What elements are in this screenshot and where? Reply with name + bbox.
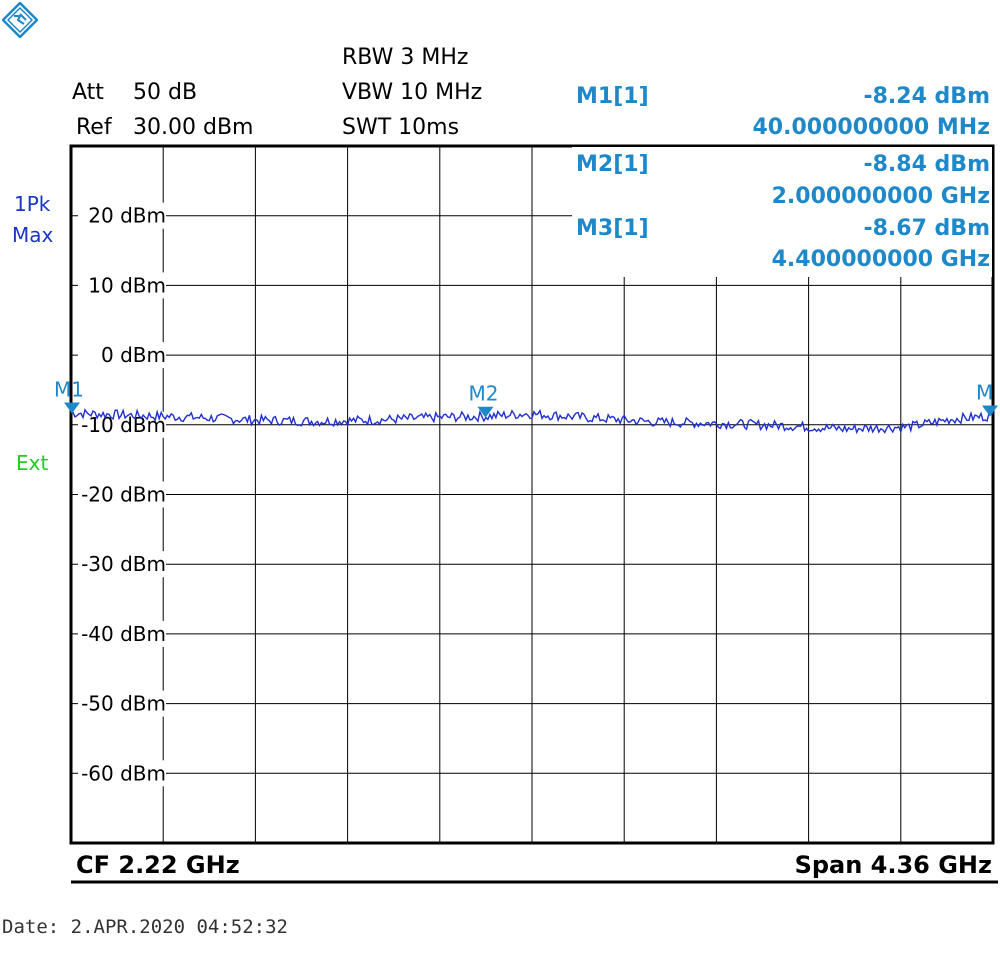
tick-label-background — [78, 620, 166, 647]
marker-3-label: M3[1] — [576, 216, 649, 241]
ref-label: Ref — [76, 115, 112, 140]
marker-2-label: M2[1] — [576, 152, 649, 177]
trace-mode-line2: Max — [12, 223, 54, 247]
y-tick-label: -60 dBm — [81, 761, 166, 785]
marker-tag-3: M — [976, 381, 993, 405]
marker-1-level: -8.24 dBm — [863, 84, 990, 109]
y-tick-label: -10 dBm — [81, 413, 166, 437]
center-frequency: CF 2.22 GHz — [76, 851, 240, 879]
marker-readout-background — [572, 147, 992, 277]
marker-3-frequency: 4.400000000 GHz — [771, 247, 990, 272]
marker-2-frequency: 2.000000000 GHz — [771, 184, 990, 209]
date-stamp: Date: 2.APR.2020 04:52:32 — [2, 916, 288, 938]
span-readout: Span 4.36 GHz — [794, 851, 992, 879]
trigger-ext-label: Ext — [16, 451, 49, 475]
tick-label-background — [78, 272, 166, 299]
tick-label-background — [78, 551, 166, 578]
marker-triangle-2 — [477, 406, 494, 418]
y-tick-label: -50 dBm — [81, 692, 166, 716]
att-value: 50 dB — [133, 80, 198, 105]
plot-frame — [69, 144, 995, 845]
marker-1-label: M1[1] — [576, 84, 649, 109]
y-tick-label: -30 dBm — [81, 552, 166, 576]
y-tick-label: 20 dBm — [88, 204, 166, 228]
y-tick-label: -40 dBm — [81, 622, 166, 646]
marker-triangle-1 — [64, 402, 80, 414]
att-label: Att — [72, 80, 104, 105]
marker-tag-2: M2 — [468, 382, 498, 406]
vbw-readout: VBW 10 MHz — [342, 80, 483, 105]
rbw-readout: RBW 3 MHz — [342, 45, 469, 70]
trace-line — [70, 408, 994, 435]
marker-2-level: -8.84 dBm — [863, 152, 990, 177]
marker-tag-1: M1 — [54, 378, 84, 402]
swt-readout: SWT 10ms — [342, 115, 460, 140]
marker-1-frequency: 40.000000000 MHz — [752, 115, 990, 140]
y-tick-label: -20 dBm — [81, 483, 166, 507]
rohde-schwarz-logo-icon — [2, 2, 38, 38]
tick-label-background — [78, 202, 166, 229]
ref-value: 30.00 dBm — [133, 115, 254, 140]
marker-triangle-3 — [982, 405, 998, 417]
tick-label-background — [78, 760, 166, 787]
tick-label-background — [78, 342, 166, 369]
tick-label-background — [78, 481, 166, 508]
y-tick-label: 0 dBm — [101, 343, 166, 367]
tick-label-background — [78, 690, 166, 717]
trace-mode-line1: 1Pk — [14, 192, 51, 216]
y-tick-label: 10 dBm — [88, 273, 166, 297]
marker-3-level: -8.67 dBm — [863, 216, 990, 241]
